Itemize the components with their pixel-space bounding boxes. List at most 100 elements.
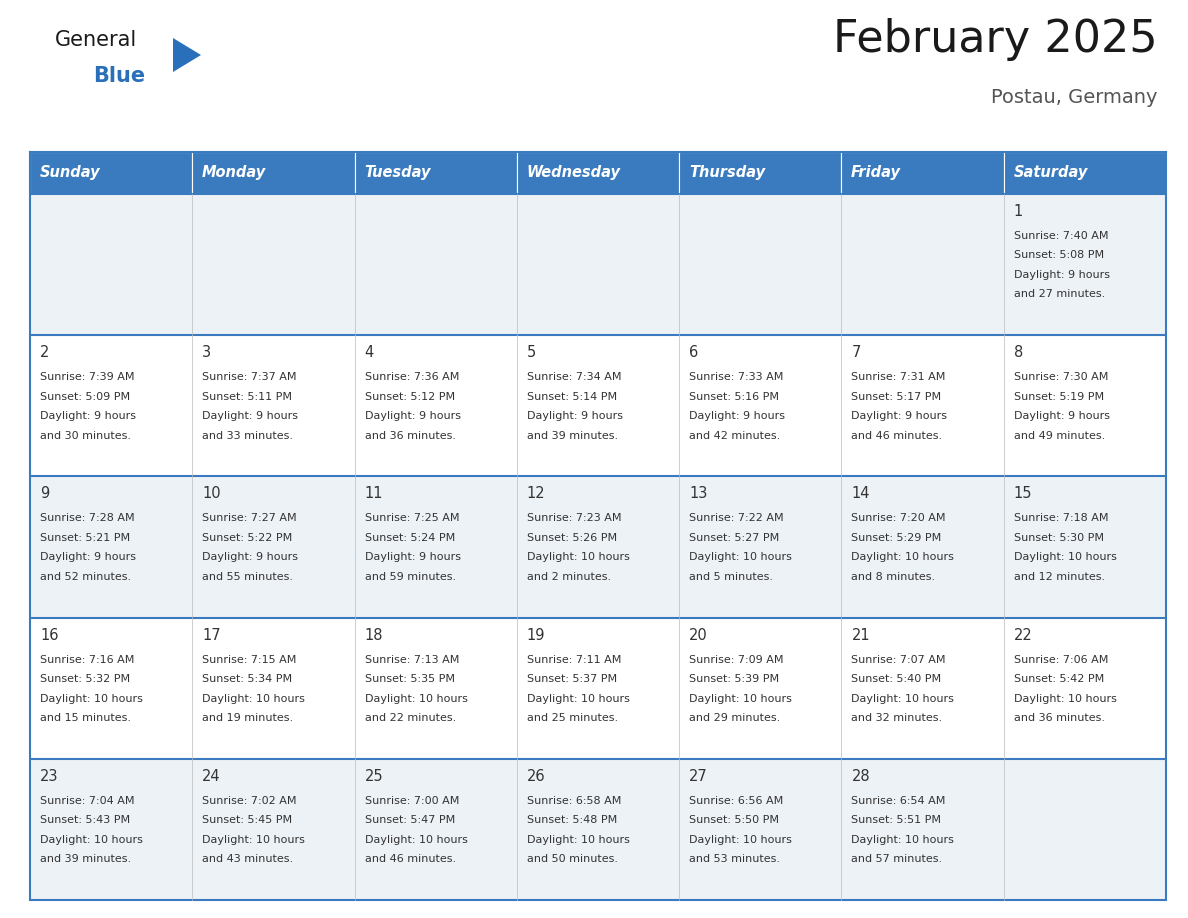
Text: Sunset: 5:34 PM: Sunset: 5:34 PM <box>202 674 292 684</box>
Bar <box>517 476 680 618</box>
Text: Daylight: 10 hours: Daylight: 10 hours <box>852 694 954 703</box>
Text: Daylight: 9 hours: Daylight: 9 hours <box>365 411 461 421</box>
Bar <box>680 759 841 900</box>
Bar <box>680 194 841 335</box>
Text: Sunrise: 7:16 AM: Sunrise: 7:16 AM <box>40 655 134 665</box>
Text: and 39 minutes.: and 39 minutes. <box>40 855 131 865</box>
Bar <box>30 152 192 194</box>
Text: Sunrise: 7:13 AM: Sunrise: 7:13 AM <box>365 655 459 665</box>
Text: and 46 minutes.: and 46 minutes. <box>365 855 456 865</box>
Text: 13: 13 <box>689 487 708 501</box>
Text: Sunrise: 7:37 AM: Sunrise: 7:37 AM <box>202 372 297 382</box>
Text: 26: 26 <box>526 768 545 784</box>
Text: Daylight: 10 hours: Daylight: 10 hours <box>852 553 954 563</box>
Text: 3: 3 <box>202 345 211 360</box>
Bar <box>1004 152 1165 194</box>
Text: Daylight: 10 hours: Daylight: 10 hours <box>689 834 792 845</box>
Bar <box>517 759 680 900</box>
Text: Sunset: 5:51 PM: Sunset: 5:51 PM <box>852 815 941 825</box>
Text: 18: 18 <box>365 628 383 643</box>
Text: Sunset: 5:43 PM: Sunset: 5:43 PM <box>40 815 131 825</box>
Text: Sunset: 5:24 PM: Sunset: 5:24 PM <box>365 533 455 543</box>
Bar <box>1004 335 1165 476</box>
Text: Sunset: 5:21 PM: Sunset: 5:21 PM <box>40 533 131 543</box>
Text: and 12 minutes.: and 12 minutes. <box>1013 572 1105 582</box>
Bar <box>354 476 517 618</box>
Text: Sunset: 5:12 PM: Sunset: 5:12 PM <box>365 392 455 402</box>
Text: Sunset: 5:37 PM: Sunset: 5:37 PM <box>526 674 617 684</box>
Bar <box>30 476 192 618</box>
Text: and 5 minutes.: and 5 minutes. <box>689 572 773 582</box>
Text: 9: 9 <box>40 487 49 501</box>
Text: and 43 minutes.: and 43 minutes. <box>202 855 293 865</box>
Bar <box>680 335 841 476</box>
Text: Sunset: 5:19 PM: Sunset: 5:19 PM <box>1013 392 1104 402</box>
Text: 24: 24 <box>202 768 221 784</box>
Text: 28: 28 <box>852 768 870 784</box>
Text: Sunset: 5:30 PM: Sunset: 5:30 PM <box>1013 533 1104 543</box>
Text: Sunset: 5:45 PM: Sunset: 5:45 PM <box>202 815 292 825</box>
Text: and 22 minutes.: and 22 minutes. <box>365 713 456 723</box>
Text: Daylight: 9 hours: Daylight: 9 hours <box>40 553 135 563</box>
Text: Sunrise: 7:39 AM: Sunrise: 7:39 AM <box>40 372 134 382</box>
Text: Sunrise: 6:54 AM: Sunrise: 6:54 AM <box>852 796 946 806</box>
Text: 10: 10 <box>202 487 221 501</box>
Text: Wednesday: Wednesday <box>526 165 620 181</box>
Text: Sunrise: 7:20 AM: Sunrise: 7:20 AM <box>852 513 946 523</box>
Text: and 27 minutes.: and 27 minutes. <box>1013 289 1105 299</box>
Bar <box>30 759 192 900</box>
Text: 12: 12 <box>526 487 545 501</box>
Text: 19: 19 <box>526 628 545 643</box>
Text: Daylight: 10 hours: Daylight: 10 hours <box>40 694 143 703</box>
Text: Sunrise: 7:18 AM: Sunrise: 7:18 AM <box>1013 513 1108 523</box>
Bar <box>354 759 517 900</box>
Text: Sunrise: 6:58 AM: Sunrise: 6:58 AM <box>526 796 621 806</box>
Text: Daylight: 10 hours: Daylight: 10 hours <box>202 834 305 845</box>
Text: Daylight: 9 hours: Daylight: 9 hours <box>526 411 623 421</box>
Text: Sunrise: 7:04 AM: Sunrise: 7:04 AM <box>40 796 134 806</box>
Text: and 57 minutes.: and 57 minutes. <box>852 855 942 865</box>
Bar <box>841 476 1004 618</box>
Text: Daylight: 10 hours: Daylight: 10 hours <box>852 834 954 845</box>
Text: Blue: Blue <box>93 66 145 86</box>
Text: Daylight: 10 hours: Daylight: 10 hours <box>689 553 792 563</box>
Bar <box>354 194 517 335</box>
Text: and 19 minutes.: and 19 minutes. <box>202 713 293 723</box>
Text: 15: 15 <box>1013 487 1032 501</box>
Text: 4: 4 <box>365 345 374 360</box>
Text: Sunset: 5:48 PM: Sunset: 5:48 PM <box>526 815 617 825</box>
Bar <box>192 618 354 759</box>
Text: Sunrise: 7:00 AM: Sunrise: 7:00 AM <box>365 796 459 806</box>
Text: Sunset: 5:32 PM: Sunset: 5:32 PM <box>40 674 131 684</box>
Text: Sunrise: 7:07 AM: Sunrise: 7:07 AM <box>852 655 946 665</box>
Text: and 59 minutes.: and 59 minutes. <box>365 572 456 582</box>
Text: Sunrise: 7:33 AM: Sunrise: 7:33 AM <box>689 372 784 382</box>
Text: Sunrise: 6:56 AM: Sunrise: 6:56 AM <box>689 796 783 806</box>
Bar <box>680 618 841 759</box>
Bar <box>517 335 680 476</box>
Text: and 36 minutes.: and 36 minutes. <box>1013 713 1105 723</box>
Text: Daylight: 9 hours: Daylight: 9 hours <box>1013 411 1110 421</box>
Bar <box>680 476 841 618</box>
Text: Daylight: 10 hours: Daylight: 10 hours <box>1013 694 1117 703</box>
Bar <box>30 618 192 759</box>
Bar <box>192 194 354 335</box>
Text: Sunset: 5:09 PM: Sunset: 5:09 PM <box>40 392 131 402</box>
Text: General: General <box>55 30 138 50</box>
Text: Daylight: 9 hours: Daylight: 9 hours <box>852 411 947 421</box>
Bar <box>841 152 1004 194</box>
Text: 6: 6 <box>689 345 699 360</box>
Text: Sunrise: 7:25 AM: Sunrise: 7:25 AM <box>365 513 459 523</box>
Text: 27: 27 <box>689 768 708 784</box>
Text: and 29 minutes.: and 29 minutes. <box>689 713 781 723</box>
Text: Friday: Friday <box>851 165 902 181</box>
Text: Sunrise: 7:11 AM: Sunrise: 7:11 AM <box>526 655 621 665</box>
Text: Sunset: 5:16 PM: Sunset: 5:16 PM <box>689 392 779 402</box>
Text: Sunrise: 7:02 AM: Sunrise: 7:02 AM <box>202 796 297 806</box>
Text: Tuesday: Tuesday <box>365 165 431 181</box>
Bar <box>192 476 354 618</box>
Text: Sunrise: 7:34 AM: Sunrise: 7:34 AM <box>526 372 621 382</box>
Text: and 42 minutes.: and 42 minutes. <box>689 431 781 441</box>
Text: Sunrise: 7:28 AM: Sunrise: 7:28 AM <box>40 513 134 523</box>
Text: Daylight: 10 hours: Daylight: 10 hours <box>526 694 630 703</box>
